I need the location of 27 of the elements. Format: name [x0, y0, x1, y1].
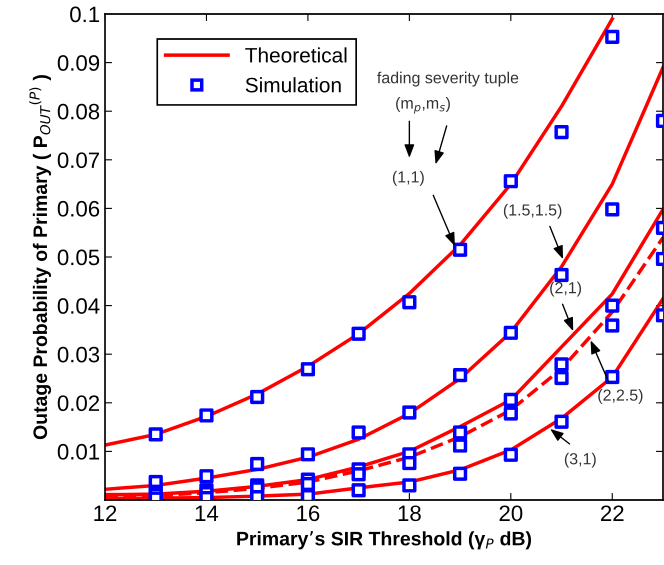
x-tick-label: 12	[94, 505, 116, 521]
y-tick-label: 0.09	[58, 55, 100, 71]
y-tick-label: 0.07	[58, 152, 100, 168]
y-tick-label: 0.05	[58, 250, 100, 266]
x-tick-label: 20	[500, 505, 522, 522]
y-tick-label: 0.02	[58, 395, 100, 412]
y-tick-label: 0.1	[70, 6, 100, 22]
annotation: (m$_{p}$,m$_{s}$)	[396, 97, 450, 114]
x-tick-label: 14	[196, 506, 218, 521]
annotation: (2,1)	[550, 282, 582, 297]
y-tick-label: 0.06	[58, 200, 100, 217]
legend-label: Theoretical	[245, 47, 346, 63]
y-axis-title: Outage Probability of Primary ( P$_{OUT}$$^{(P)}$ )	[29, 75, 52, 440]
y-tick-label: 0.04	[58, 298, 100, 314]
x-axis-title: Primary’s SIR Threshold (γ$_{P}$ dB)	[237, 531, 531, 550]
annotation: fading severity tuple	[377, 72, 518, 87]
y-tick-label: 0.03	[58, 346, 100, 362]
annotation: (2,2.5)	[598, 389, 642, 404]
x-tick-label: 22	[601, 505, 624, 521]
x-tick-label: 16	[297, 505, 320, 522]
legend-label: Simulation	[246, 77, 341, 92]
annotation: (3,1)	[564, 452, 596, 468]
annotation: (1.5,1.5)	[504, 204, 562, 219]
y-tick-label: 0.01	[58, 444, 100, 460]
x-tick-label: 18	[398, 505, 421, 522]
annotation: (1,1)	[392, 170, 424, 186]
y-tick-label: 0.08	[58, 104, 100, 120]
